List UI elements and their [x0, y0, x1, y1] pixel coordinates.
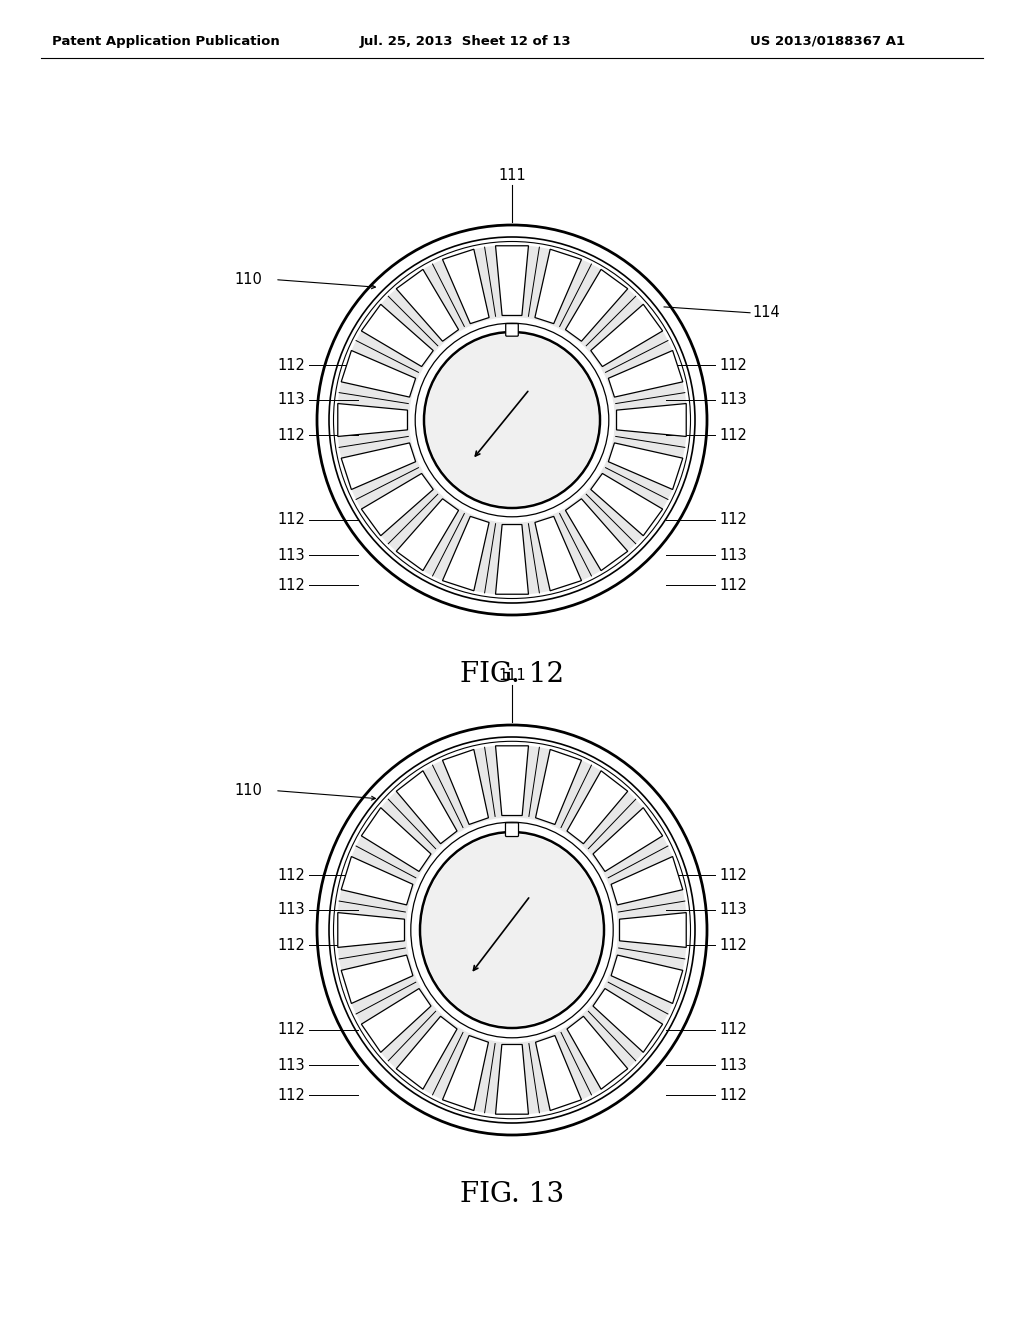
- Polygon shape: [611, 956, 683, 1003]
- Polygon shape: [565, 269, 628, 342]
- Text: 111: 111: [498, 168, 526, 183]
- Text: 112: 112: [719, 1088, 746, 1102]
- Text: 112: 112: [719, 428, 746, 442]
- Text: Patent Application Publication: Patent Application Publication: [52, 36, 280, 48]
- Text: 112: 112: [719, 867, 746, 883]
- Polygon shape: [341, 956, 413, 1003]
- Polygon shape: [496, 1044, 528, 1114]
- Text: 112: 112: [278, 358, 305, 372]
- Ellipse shape: [422, 834, 602, 1026]
- Polygon shape: [442, 750, 488, 825]
- Polygon shape: [593, 808, 663, 871]
- Text: 113: 113: [719, 903, 746, 917]
- FancyBboxPatch shape: [506, 323, 518, 337]
- Ellipse shape: [426, 334, 598, 507]
- Text: FIG. 12: FIG. 12: [460, 661, 564, 689]
- Polygon shape: [341, 444, 416, 490]
- Ellipse shape: [337, 246, 687, 595]
- Polygon shape: [591, 305, 663, 367]
- Text: 112: 112: [278, 1023, 305, 1038]
- Text: 112: 112: [278, 1088, 305, 1102]
- Polygon shape: [608, 444, 683, 490]
- Ellipse shape: [407, 817, 617, 1043]
- Polygon shape: [361, 305, 433, 367]
- Polygon shape: [442, 516, 489, 591]
- Polygon shape: [442, 249, 489, 323]
- Text: 114: 114: [752, 305, 779, 321]
- Polygon shape: [611, 857, 683, 906]
- Polygon shape: [341, 351, 416, 397]
- Polygon shape: [361, 474, 433, 536]
- Text: 112: 112: [278, 578, 305, 593]
- Polygon shape: [565, 499, 628, 570]
- Polygon shape: [396, 1016, 457, 1089]
- Text: 113: 113: [719, 1057, 746, 1072]
- Text: 112: 112: [278, 867, 305, 883]
- FancyBboxPatch shape: [506, 822, 518, 837]
- Polygon shape: [338, 404, 408, 437]
- Polygon shape: [535, 516, 582, 591]
- Text: 112: 112: [278, 428, 305, 442]
- Polygon shape: [536, 1036, 582, 1110]
- Text: 112: 112: [278, 937, 305, 953]
- Text: 112: 112: [719, 937, 746, 953]
- Text: 112: 112: [719, 1023, 746, 1038]
- Text: 113: 113: [278, 1057, 305, 1072]
- Polygon shape: [396, 269, 459, 342]
- Polygon shape: [361, 989, 431, 1052]
- Polygon shape: [608, 351, 683, 397]
- Polygon shape: [536, 750, 582, 825]
- Text: 113: 113: [719, 548, 746, 562]
- Text: FIG. 13: FIG. 13: [460, 1181, 564, 1209]
- Polygon shape: [591, 474, 663, 536]
- Text: 110: 110: [234, 783, 262, 799]
- Text: 112: 112: [719, 358, 746, 372]
- Text: US 2013/0188367 A1: US 2013/0188367 A1: [750, 36, 905, 48]
- Polygon shape: [496, 746, 528, 816]
- Ellipse shape: [410, 317, 614, 523]
- Polygon shape: [396, 499, 459, 570]
- Polygon shape: [567, 771, 628, 843]
- Polygon shape: [567, 1016, 628, 1089]
- Polygon shape: [442, 1036, 488, 1110]
- Ellipse shape: [337, 744, 687, 1115]
- Text: 113: 113: [278, 548, 305, 562]
- Text: 112: 112: [719, 578, 746, 593]
- Text: Jul. 25, 2013  Sheet 12 of 13: Jul. 25, 2013 Sheet 12 of 13: [360, 36, 571, 48]
- Text: 113: 113: [278, 903, 305, 917]
- Text: 111: 111: [498, 668, 526, 682]
- Polygon shape: [396, 771, 457, 843]
- Text: 112: 112: [278, 512, 305, 528]
- Text: 112: 112: [719, 512, 746, 528]
- Text: 113: 113: [719, 392, 746, 408]
- Polygon shape: [535, 249, 582, 323]
- Polygon shape: [496, 524, 528, 594]
- Polygon shape: [616, 404, 686, 437]
- Polygon shape: [593, 989, 663, 1052]
- Polygon shape: [620, 912, 686, 948]
- Text: 113: 113: [278, 392, 305, 408]
- Polygon shape: [338, 912, 404, 948]
- Polygon shape: [361, 808, 431, 871]
- Text: 110: 110: [234, 272, 262, 286]
- Polygon shape: [341, 857, 413, 906]
- Polygon shape: [496, 246, 528, 315]
